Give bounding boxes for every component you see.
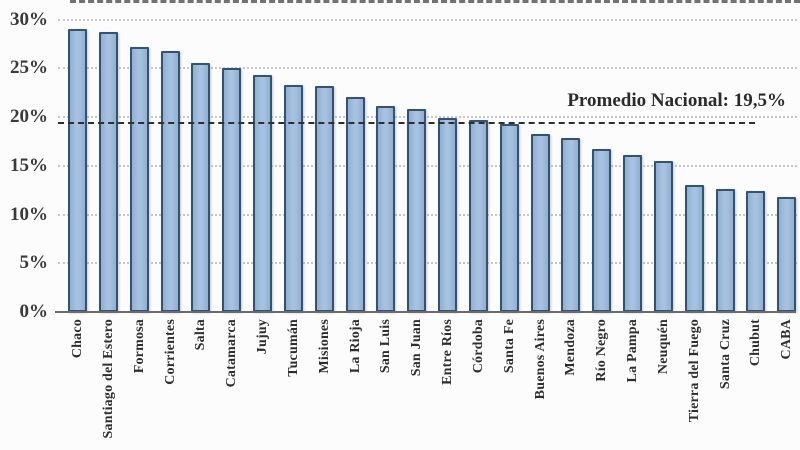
y-tick-label-0pct: 0% <box>19 301 49 322</box>
bar-misiones <box>314 85 334 312</box>
bar-tierra-del-fuego <box>684 185 704 313</box>
bar-tucuman <box>283 84 303 312</box>
bar-chaco <box>68 29 87 313</box>
x-label-buenos-aires: Buenos Aires <box>532 319 548 400</box>
x-label-jujuy: Jujuy <box>255 319 270 355</box>
y-tick-label-10pct: 10% <box>10 203 48 225</box>
y-tick-label-20pct: 20% <box>10 106 48 127</box>
y-tick-label-15pct: 15% <box>10 154 48 176</box>
bar-jujuy <box>253 75 272 312</box>
bar-la-rioja <box>345 96 365 312</box>
bar-cordoba <box>468 119 488 312</box>
bar-caba <box>777 196 797 312</box>
x-label-rio-negro: Río Negro <box>594 319 610 382</box>
x-label-caba: CABA <box>779 319 795 360</box>
gridline-30pct <box>58 18 797 21</box>
x-label-salta: Salta <box>193 319 209 351</box>
x-label-neuquen: Neuquén <box>655 319 671 375</box>
bar-salta <box>191 63 211 312</box>
x-axis-line <box>55 311 796 313</box>
bar-catamarca <box>222 68 242 313</box>
bar-santa-cruz <box>715 189 735 312</box>
gridline-10pct <box>58 213 797 216</box>
x-label-mendoza: Mendoza <box>563 319 579 376</box>
national-average-line <box>58 121 755 124</box>
bar-santiago-del-estero <box>98 32 118 312</box>
gridline-25pct <box>58 67 797 70</box>
bar-buenos-aires <box>530 133 550 312</box>
x-label-santa-fe: Santa Fe <box>501 319 517 374</box>
bar-chubut <box>746 191 766 312</box>
x-label-santiago-del-estero: Santiago del Estero <box>100 319 116 439</box>
bar-rio-negro <box>592 149 612 312</box>
gridline-5pct <box>58 262 797 265</box>
x-label-san-juan: San Juan <box>409 319 425 377</box>
y-tick-label-30pct: 30% <box>10 8 48 30</box>
gridline-20pct <box>58 116 797 118</box>
x-label-tierra-del-fuego: Tierra del Fuego <box>686 319 702 423</box>
x-label-san-luis: San Luis <box>378 319 394 374</box>
x-label-la-pampa: La Pampa <box>625 319 640 383</box>
national-average-label: Promedio Nacional: 19,5% <box>567 90 786 111</box>
x-label-chaco: Chaco <box>70 319 85 359</box>
x-label-la-rioja: La Rioja <box>347 319 363 374</box>
x-label-catamarca: Catamarca <box>224 319 240 388</box>
bar-san-juan <box>407 109 427 312</box>
bar-santa-fe <box>499 123 519 312</box>
bar-corrientes <box>160 50 180 312</box>
x-label-misiones: Misiones <box>316 319 332 374</box>
x-label-entre-rios: Entre Ríos <box>440 319 455 385</box>
bar-neuquen <box>653 160 673 312</box>
x-label-chubut: Chubut <box>748 319 764 367</box>
x-label-santa-cruz: Santa Cruz <box>717 319 733 390</box>
bar-entre-rios <box>438 118 457 312</box>
gridline-15pct <box>58 164 797 167</box>
y-tick-label-25pct: 25% <box>10 57 48 79</box>
x-label-corrientes: Corrientes <box>162 319 178 385</box>
bar-la-pampa <box>623 155 642 312</box>
bar-san-luis <box>376 106 396 312</box>
x-label-tucuman: Tucumán <box>285 319 301 377</box>
x-label-formosa: Formosa <box>131 319 147 374</box>
x-label-cordoba: Córdoba <box>470 319 486 374</box>
bar-formosa <box>129 46 149 312</box>
y-tick-label-5pct: 5% <box>19 252 49 274</box>
bar-mendoza <box>561 137 581 312</box>
top-dashed-line <box>70 0 800 3</box>
